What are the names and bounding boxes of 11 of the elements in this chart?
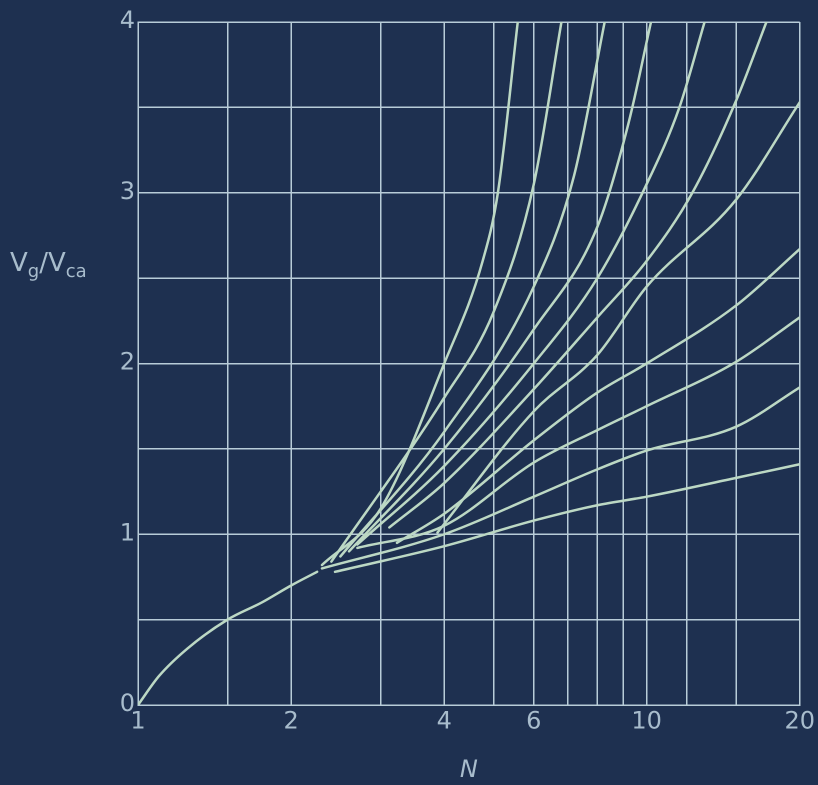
x-tick-label: 10	[631, 706, 662, 735]
x-tick-label: 2	[283, 706, 299, 735]
y-tick-label: 3	[120, 176, 135, 205]
y-tick-label: 2	[120, 348, 135, 376]
x-tick-label: 6	[526, 706, 542, 735]
x-axis-title: N	[460, 754, 478, 783]
y-tick-label: 4	[120, 6, 135, 34]
y-axis-title: V$_{g}$/V$_{ca}$	[10, 248, 87, 282]
x-tick-label: 20	[784, 706, 816, 735]
x-tick-label: 4	[436, 706, 452, 735]
y-tick-label: 1	[120, 518, 135, 546]
